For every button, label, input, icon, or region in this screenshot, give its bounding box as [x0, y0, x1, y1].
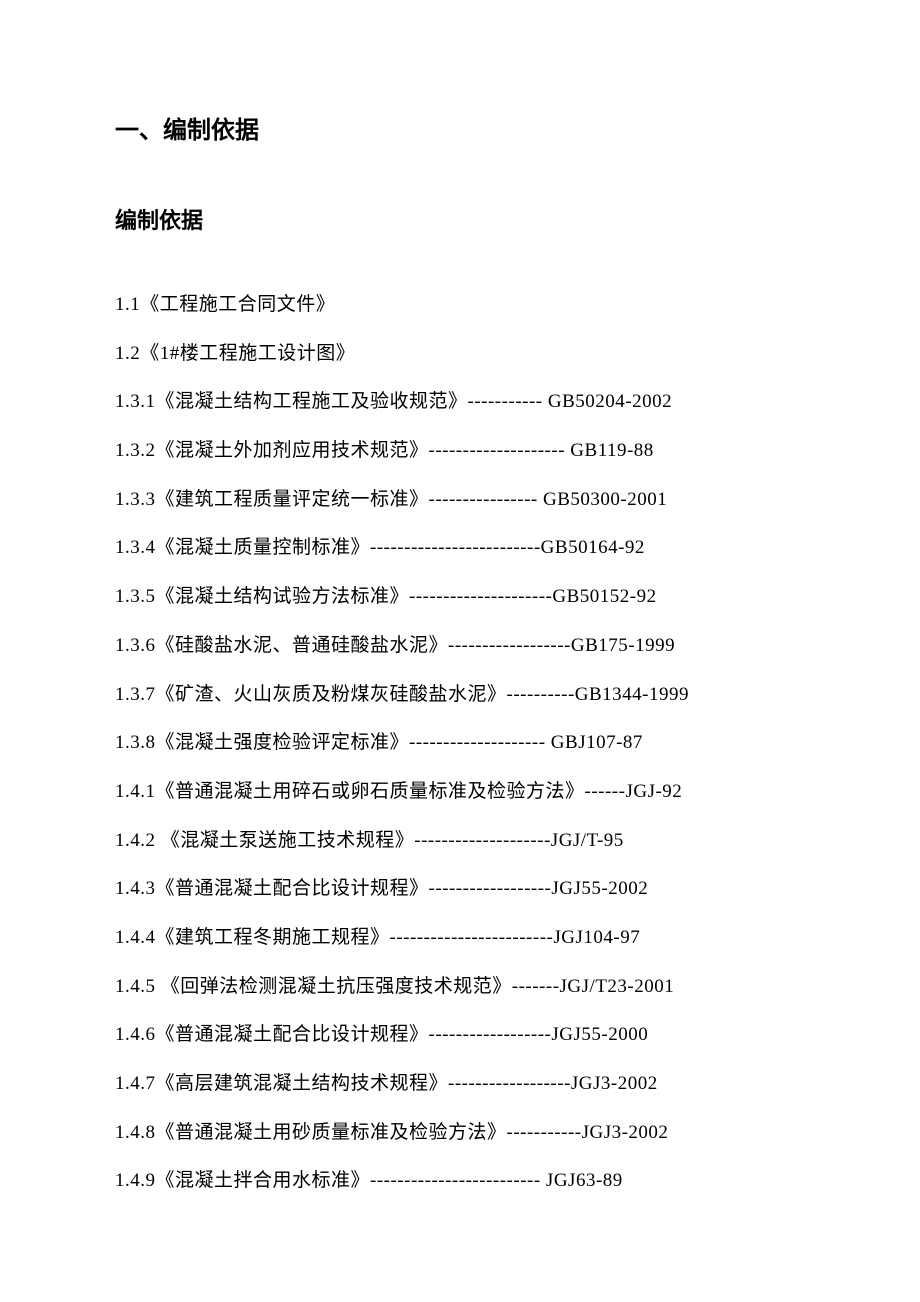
list-item: 1.3.6《硅酸盐水泥、普通硅酸盐水泥》------------------GB…	[115, 634, 805, 659]
list-item: 1.1《工程施工合同文件》	[115, 293, 805, 318]
list-item: 1.4.9《混凝土拌合用水标准》------------------------…	[115, 1169, 805, 1194]
list-item: 1.4.1《普通混凝土用碎石或卵石质量标准及检验方法》------JGJ-92	[115, 780, 805, 805]
list-item: 1.3.5《混凝土结构试验方法标准》---------------------G…	[115, 585, 805, 610]
list-item: 1.3.1《混凝土结构工程施工及验收规范》----------- GB50204…	[115, 390, 805, 415]
subsection-heading: 编制依据	[115, 203, 805, 235]
list-item: 1.4.5 《回弹法检测混凝土抗压强度技术规范》-------JGJ/T23-2…	[115, 975, 805, 1000]
list-item: 1.3.7《矿渣、火山灰质及粉煤灰硅酸盐水泥》----------GB1344-…	[115, 683, 805, 708]
section-heading: 一、编制依据	[115, 110, 805, 145]
list-item: 1.2《1#楼工程施工设计图》	[115, 342, 805, 367]
list-item: 1.4.2 《混凝土泵送施工技术规程》--------------------J…	[115, 829, 805, 854]
list-item: 1.4.8《普通混凝土用砂质量标准及检验方法》-----------JGJ3-2…	[115, 1121, 805, 1146]
list-item: 1.4.6《普通混凝土配合比设计规程》------------------JGJ…	[115, 1023, 805, 1048]
list-item: 1.3.8《混凝土强度检验评定标准》-------------------- G…	[115, 731, 805, 756]
list-item: 1.4.4《建筑工程冬期施工规程》-----------------------…	[115, 926, 805, 951]
list-item: 1.3.2《混凝土外加剂应用技术规范》-------------------- …	[115, 439, 805, 464]
list-item: 1.4.3《普通混凝土配合比设计规程》------------------JGJ…	[115, 877, 805, 902]
document-body: 1.1《工程施工合同文件》 1.2《1#楼工程施工设计图》 1.3.1《混凝土结…	[115, 293, 805, 1194]
list-item: 1.3.4《混凝土质量控制标准》------------------------…	[115, 536, 805, 561]
list-item: 1.3.3《建筑工程质量评定统一标准》---------------- GB50…	[115, 488, 805, 513]
list-item: 1.4.7《高层建筑混凝土结构技术规程》------------------JG…	[115, 1072, 805, 1097]
